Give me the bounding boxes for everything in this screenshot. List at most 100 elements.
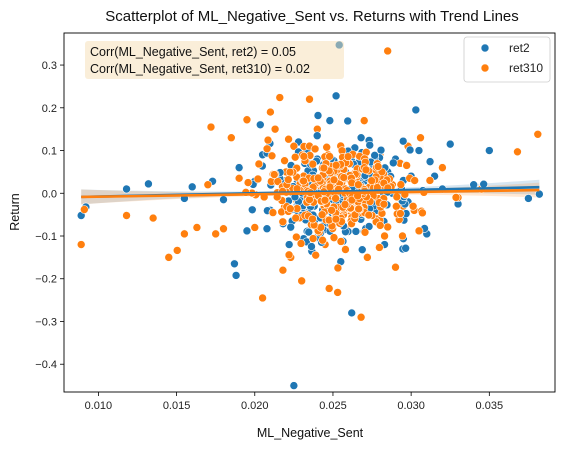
cloud-point (291, 213, 301, 223)
point-ret310 (258, 293, 267, 303)
cloud-point (414, 226, 424, 236)
cloud-point (285, 204, 295, 214)
point-ret310 (234, 174, 244, 183)
x-axis-ticks: 0.010 0.015 0.020 0.025 0.030 0.035 (85, 392, 503, 412)
cloud-point (329, 233, 339, 242)
cloud-point (451, 193, 461, 202)
point-ret310 (122, 211, 131, 220)
point-ret2 (230, 259, 239, 269)
cloud-point (331, 160, 341, 170)
cloud-point (324, 284, 334, 293)
cloud-point (351, 227, 361, 236)
cloud-point (331, 214, 341, 224)
point-ret310 (270, 124, 280, 134)
y-tick-label: −0.2 (35, 274, 57, 286)
cloud-point (322, 142, 331, 152)
legend-label-ret2: ret2 (509, 41, 530, 55)
annotation-line-ret310: Corr(ML_Negative_Sent, ret310) = 0.02 (90, 62, 310, 76)
point-ret2 (289, 381, 299, 390)
cloud-point (290, 152, 300, 162)
y-axis-label: Return (8, 193, 22, 231)
plot-area (76, 40, 544, 390)
cloud-point (410, 176, 419, 185)
point-ret310 (359, 116, 369, 125)
point-ret310 (425, 176, 435, 185)
cloud-point (267, 151, 277, 161)
cloud-point (269, 170, 279, 179)
cloud-point (392, 192, 402, 202)
cloud-point (383, 222, 393, 232)
point-ret310 (356, 312, 366, 322)
point-ret2 (284, 240, 294, 249)
cloud-point (284, 250, 294, 260)
point-ret310 (533, 129, 543, 139)
point-ret310 (227, 133, 236, 143)
point-ret2 (356, 133, 366, 143)
y-tick-label: −0.1 (35, 231, 57, 243)
cloud-point (367, 176, 376, 186)
cloud-point (341, 245, 350, 254)
point-ret2 (144, 179, 153, 189)
point-ret310 (219, 224, 228, 234)
point-ret310 (211, 229, 220, 239)
point-ret310 (297, 276, 306, 286)
point-ret310 (391, 262, 400, 272)
cloud-point (329, 175, 339, 185)
cloud-point (247, 205, 257, 215)
cloud-point (253, 174, 263, 184)
point-ret310 (333, 288, 342, 297)
point-ret2 (331, 91, 341, 101)
cloud-point (313, 111, 323, 120)
annotation-box (85, 41, 344, 79)
cloud-point (307, 242, 316, 251)
cloud-point (333, 263, 343, 273)
point-ret310 (289, 141, 299, 151)
cloud-point (396, 180, 406, 189)
point-ret2 (187, 182, 197, 192)
point-ret310 (203, 180, 213, 190)
cloud-point (357, 245, 367, 254)
trend-lines (81, 185, 540, 199)
plot-frame (63, 32, 556, 393)
y-tick-label: −0.3 (35, 316, 57, 328)
point-ret310 (242, 115, 252, 125)
cloud-point (336, 237, 346, 246)
annotation-line-ret2: Corr(ML_Negative_Sent, ret2) = 0.05 (90, 45, 296, 59)
point-ret310 (80, 205, 89, 214)
cloud-point (311, 250, 321, 260)
cloud-point (325, 182, 335, 192)
cloud-point (365, 140, 375, 150)
point-ret310 (363, 253, 372, 262)
y-tick-label: 0.3 (42, 60, 57, 72)
point-ret310 (278, 265, 288, 275)
point-ret310 (148, 213, 158, 223)
cloud-point (354, 204, 363, 214)
cloud-point (375, 243, 384, 252)
legend-marker-ret310 (480, 63, 490, 73)
cloud-point (286, 222, 296, 232)
point-ret310 (513, 147, 522, 157)
cloud-point (254, 159, 264, 169)
point-ret310 (266, 107, 275, 117)
y-tick-label: 0.2 (42, 103, 57, 115)
cloud-point (304, 227, 314, 237)
cloud-point (398, 136, 408, 146)
cloud-point (401, 243, 410, 253)
legend-box (463, 36, 551, 83)
cloud-point (425, 157, 435, 166)
cloud-point (262, 224, 272, 234)
cloud-point (388, 158, 398, 168)
cloud-point (299, 152, 309, 161)
cloud-point (299, 176, 308, 186)
cloud-point (172, 246, 182, 255)
point-ret2 (524, 194, 533, 203)
cloud-point (284, 134, 293, 144)
y-tick-label: −0.4 (35, 359, 57, 371)
cloud-point (262, 144, 272, 154)
cloud-point (392, 202, 401, 211)
cloud-point (310, 144, 320, 154)
cloud-point (317, 210, 327, 220)
cloud-point (243, 178, 253, 187)
point-ret310 (206, 122, 216, 132)
